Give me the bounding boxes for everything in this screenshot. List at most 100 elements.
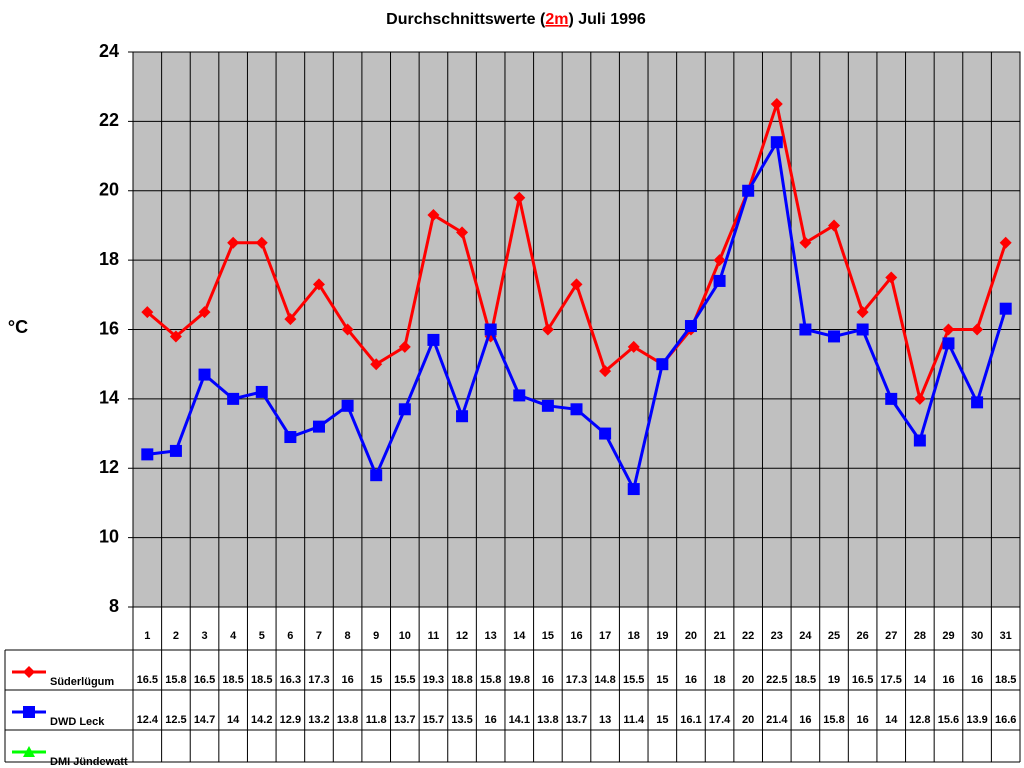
table-value: 18.8 xyxy=(451,674,472,686)
y-tick-label: 20 xyxy=(99,180,119,200)
x-tick-label: 10 xyxy=(399,630,411,642)
table-value: 15 xyxy=(656,674,668,686)
marker-square xyxy=(284,431,297,444)
marker-diamond xyxy=(971,323,984,336)
y-tick-label: 10 xyxy=(99,526,119,546)
marker-square xyxy=(684,320,697,333)
marker-square xyxy=(856,323,869,336)
x-tick-label: 6 xyxy=(287,630,293,642)
marker-diamond xyxy=(398,340,411,353)
marker-diamond xyxy=(913,392,926,405)
marker-square xyxy=(427,333,440,346)
marker-square xyxy=(828,330,841,343)
table-value: 16.5 xyxy=(852,674,873,686)
x-tick-label: 29 xyxy=(942,630,954,642)
x-tick-label: 26 xyxy=(857,630,869,642)
table-value: 16 xyxy=(685,674,697,686)
marker-diamond xyxy=(799,236,812,249)
table-value: 19.3 xyxy=(423,674,444,686)
table-value: 18.5 xyxy=(995,674,1016,686)
y-axis-label: °C xyxy=(8,317,28,337)
x-tick-label: 2 xyxy=(173,630,179,642)
x-tick-label: 7 xyxy=(316,630,322,642)
table-value: 15.7 xyxy=(423,714,444,726)
table-value: 16 xyxy=(971,674,983,686)
y-tick-label: 22 xyxy=(99,110,119,130)
table-value: 13.2 xyxy=(308,714,329,726)
table-value: 18.5 xyxy=(795,674,816,686)
marker-square xyxy=(456,410,469,423)
table-value: 17.4 xyxy=(709,714,731,726)
y-tick-label: 8 xyxy=(109,596,119,616)
marker-square xyxy=(484,323,497,336)
x-tick-label: 15 xyxy=(542,630,554,642)
marker-square xyxy=(398,403,411,416)
x-tick-label: 16 xyxy=(570,630,582,642)
marker-square xyxy=(770,136,783,149)
table-value: 14.2 xyxy=(251,714,272,726)
marker-diamond xyxy=(341,323,354,336)
table-value: 15 xyxy=(370,674,382,686)
marker-diamond xyxy=(885,271,898,284)
x-tick-label: 11 xyxy=(428,630,440,642)
marker-square xyxy=(141,448,154,461)
marker-square xyxy=(169,444,182,457)
table-value: 12.8 xyxy=(909,714,930,726)
x-tick-label: 4 xyxy=(230,630,237,642)
x-tick-label: 31 xyxy=(1000,630,1012,642)
x-tick-label: 21 xyxy=(713,630,725,642)
marker-diamond xyxy=(23,666,35,678)
table-value: 11.8 xyxy=(366,714,387,726)
marker-diamond xyxy=(513,191,526,204)
x-tick-label: 18 xyxy=(628,630,640,642)
title-part: Durchschnittswerte ( xyxy=(386,11,546,28)
table-value: 16.3 xyxy=(280,674,301,686)
x-tick-label: 13 xyxy=(485,630,497,642)
marker-diamond xyxy=(255,236,268,249)
marker-diamond xyxy=(227,236,240,249)
marker-diamond xyxy=(570,278,583,291)
legend-label: Süderlügum xyxy=(50,676,114,688)
y-tick-label: 18 xyxy=(99,249,119,269)
table-value: 14 xyxy=(914,674,927,686)
table-value: 18.5 xyxy=(222,674,243,686)
table-value: 13.5 xyxy=(451,714,472,726)
x-tick-label: 23 xyxy=(771,630,783,642)
x-tick-label: 22 xyxy=(742,630,754,642)
table-value: 13.8 xyxy=(537,714,558,726)
table-value: 14.7 xyxy=(194,714,215,726)
marker-diamond xyxy=(942,323,955,336)
y-tick-label: 24 xyxy=(99,41,119,61)
table-value: 15.5 xyxy=(394,674,415,686)
marker-square xyxy=(570,403,583,416)
marker-square xyxy=(999,302,1012,315)
x-tick-label: 12 xyxy=(456,630,468,642)
x-tick-label: 19 xyxy=(656,630,668,642)
x-tick-label: 17 xyxy=(599,630,611,642)
marker-square xyxy=(312,420,325,433)
table-value: 13 xyxy=(599,714,611,726)
marker-square xyxy=(942,337,955,350)
table-value: 16 xyxy=(485,714,497,726)
table-value: 18.5 xyxy=(251,674,272,686)
marker-square xyxy=(341,399,354,412)
title-part: ) Juli 1996 xyxy=(568,11,645,28)
marker-diamond xyxy=(370,358,383,371)
marker-diamond xyxy=(141,306,154,319)
y-tick-label: 14 xyxy=(99,388,119,408)
table-value: 13.9 xyxy=(966,714,987,726)
legend-label: DMI Jündewatt xyxy=(50,756,128,768)
table-value: 14.1 xyxy=(509,714,530,726)
marker-diamond xyxy=(427,209,440,222)
marker-diamond xyxy=(828,219,841,232)
marker-diamond xyxy=(770,98,783,111)
x-tick-label: 5 xyxy=(259,630,265,642)
table-value: 15.6 xyxy=(938,714,959,726)
table-value: 15.8 xyxy=(823,714,844,726)
title-part: 2m xyxy=(545,11,568,28)
legend-label: DWD Leck xyxy=(50,716,105,728)
x-tick-label: 25 xyxy=(828,630,840,642)
table-value: 16 xyxy=(857,714,869,726)
marker-diamond xyxy=(198,306,211,319)
